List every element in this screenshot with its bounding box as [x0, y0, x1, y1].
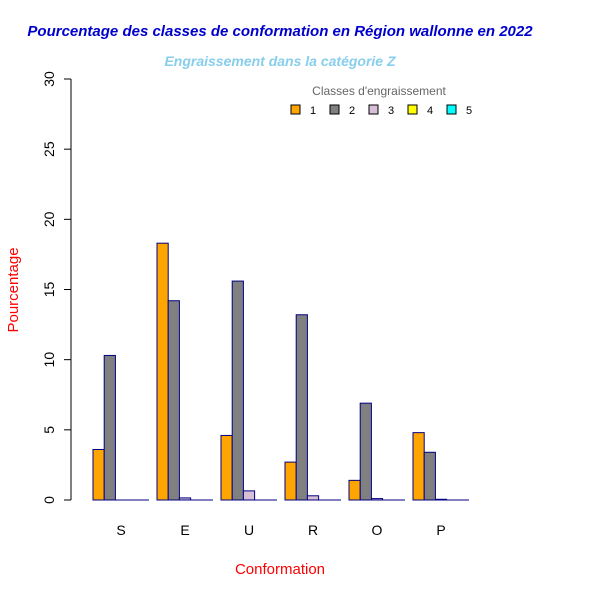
- bar: [220, 434, 233, 501]
- legend-title: Classes d'engraissement: [312, 84, 446, 98]
- bar: [156, 242, 169, 501]
- bars: [92, 242, 448, 501]
- legend-label: 3: [388, 105, 394, 117]
- legend-swatch: [368, 104, 379, 115]
- y-tick-label: 30: [41, 71, 57, 87]
- legend-swatch: [407, 104, 418, 115]
- y-tick-label: 20: [41, 211, 57, 227]
- legend-label: 2: [349, 105, 355, 117]
- x-tick-label: O: [372, 522, 383, 538]
- bar: [348, 479, 361, 501]
- bar: [103, 354, 116, 501]
- y-axis-title: Pourcentage: [5, 247, 22, 332]
- y-tick-label: 10: [41, 352, 57, 368]
- x-tick-label: R: [308, 522, 318, 538]
- bar: [284, 461, 297, 501]
- chart-subtitle: Engraissement dans la catégorie Z: [164, 53, 396, 69]
- bar: [167, 300, 180, 501]
- legend-label: 5: [466, 105, 472, 117]
- legend-label: 4: [427, 105, 433, 117]
- bar: [412, 432, 425, 501]
- bar: [242, 490, 256, 501]
- bar: [231, 280, 244, 501]
- x-tick-label: E: [180, 522, 189, 538]
- y-tick-label: 0: [41, 496, 57, 504]
- y-tick-label: 5: [41, 426, 57, 434]
- bar: [359, 402, 372, 501]
- legend-swatch: [446, 104, 457, 115]
- x-axis-title: Conformation: [235, 561, 325, 578]
- legend-swatch: [329, 104, 340, 115]
- x-tick-label: U: [244, 522, 254, 538]
- legend-items: 1 2 3 4 5: [290, 104, 472, 117]
- y-tick-label: 15: [41, 282, 57, 298]
- bar: [306, 495, 320, 501]
- bar: [423, 451, 436, 501]
- legend-swatch: [290, 104, 301, 115]
- y-tick-label: 25: [41, 141, 57, 157]
- y-axis: 0 5 10 15 20 25 30: [41, 71, 72, 504]
- bar: [295, 314, 308, 501]
- legend: Classes d'engraissement 1 2 3 4 5: [290, 84, 472, 117]
- bar: [92, 448, 105, 501]
- chart-title: Pourcentage des classes de conformation …: [27, 23, 533, 40]
- x-tick-label: P: [436, 522, 445, 538]
- x-tick-label: S: [116, 522, 125, 538]
- legend-label: 1: [310, 105, 316, 117]
